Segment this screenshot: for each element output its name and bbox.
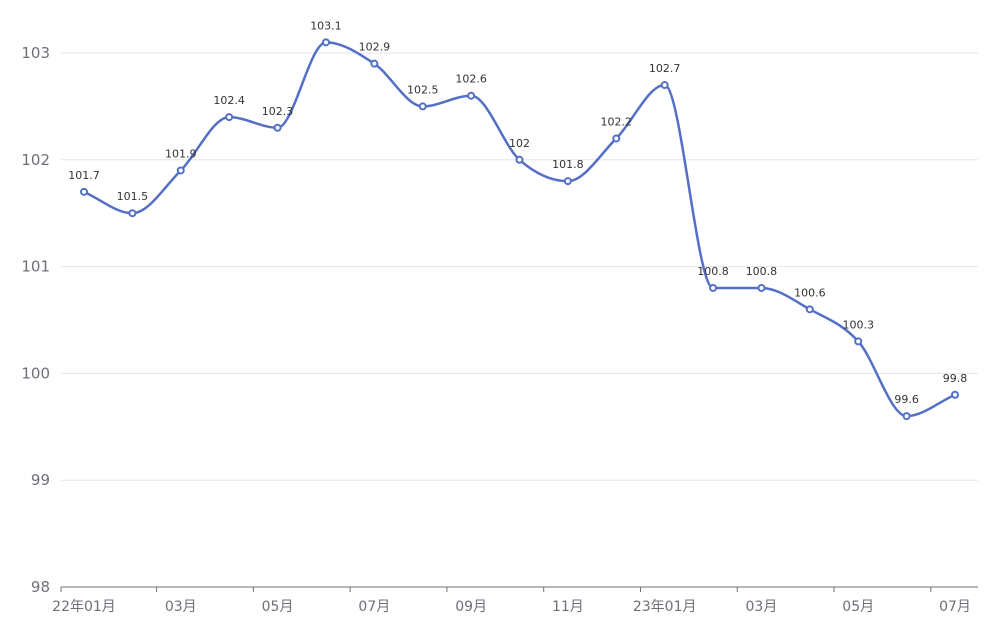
data-point-14[interactable] xyxy=(757,283,766,292)
x-tick-label-6: 23年01月 xyxy=(633,599,697,615)
data-point-0[interactable] xyxy=(80,187,88,196)
x-tick-label-2: 05月 xyxy=(262,599,294,615)
data-point-9[interactable] xyxy=(515,155,524,164)
data-point-13[interactable] xyxy=(709,283,718,292)
x-tick-label-8: 05月 xyxy=(842,599,874,615)
data-label-9: 102 xyxy=(509,137,530,150)
data-point-12[interactable] xyxy=(660,81,669,90)
data-label-2: 101.9 xyxy=(165,147,197,160)
data-point-2[interactable] xyxy=(176,166,185,175)
x-tick-label-3: 07月 xyxy=(358,599,390,615)
x-tick-label-7: 03月 xyxy=(746,599,778,615)
data-point-10[interactable] xyxy=(563,177,572,186)
y-tick-label-99: 99 xyxy=(31,471,50,489)
data-point-15[interactable] xyxy=(805,305,814,314)
data-label-14: 100.8 xyxy=(746,265,778,278)
data-point-4[interactable] xyxy=(273,123,282,132)
data-label-12: 102.7 xyxy=(649,62,681,75)
data-point-3[interactable] xyxy=(225,113,234,122)
data-label-6: 102.9 xyxy=(359,41,391,54)
data-points xyxy=(80,38,959,421)
x-tick-label-4: 09月 xyxy=(455,599,487,615)
y-tick-label-98: 98 xyxy=(31,578,50,596)
data-label-17: 99.6 xyxy=(894,393,919,406)
data-label-11: 102.2 xyxy=(601,115,633,128)
x-tick-label-9: 07月 xyxy=(939,599,971,615)
y-tick-label-102: 102 xyxy=(21,151,50,169)
data-label-10: 101.8 xyxy=(552,158,584,171)
x-tick-label-5: 11月 xyxy=(552,599,584,615)
data-point-5[interactable] xyxy=(321,38,330,47)
data-point-18[interactable] xyxy=(951,390,959,399)
data-point-7[interactable] xyxy=(418,102,427,111)
data-point-11[interactable] xyxy=(612,134,621,143)
data-label-18: 99.8 xyxy=(943,372,968,385)
grid-lines xyxy=(61,52,978,481)
data-label-7: 102.5 xyxy=(407,83,439,96)
data-label-4: 102.3 xyxy=(262,105,294,118)
data-label-13: 100.8 xyxy=(697,265,729,278)
data-point-16[interactable] xyxy=(854,337,863,346)
data-point-17[interactable] xyxy=(902,412,911,421)
data-labels: 101.7 101.5 101.9 102.4 102.3 103.1 102.9 102.5… xyxy=(68,19,967,406)
x-tick-label-0: 22年01月 xyxy=(52,599,116,615)
data-label-3: 102.4 xyxy=(213,94,245,107)
data-label-1: 101.5 xyxy=(117,190,149,203)
y-tick-label-100: 100 xyxy=(21,364,50,382)
y-tick-label-103: 103 xyxy=(21,44,50,62)
data-point-1[interactable] xyxy=(128,209,137,218)
axes: 98 99 100 101 102 103 22年01月 03月 05月 07月 09月 11月 23年… xyxy=(21,44,978,615)
x-tick-label-1: 03月 xyxy=(165,599,197,615)
data-label-15: 100.6 xyxy=(794,286,826,299)
data-label-8: 102.6 xyxy=(455,73,487,86)
data-point-8[interactable] xyxy=(467,91,476,100)
data-point-6[interactable] xyxy=(370,59,379,68)
data-label-5: 103.1 xyxy=(310,19,342,32)
data-label-0: 101.7 xyxy=(68,169,100,182)
data-label-16: 100.3 xyxy=(842,318,874,331)
y-tick-label-101: 101 xyxy=(21,258,50,276)
